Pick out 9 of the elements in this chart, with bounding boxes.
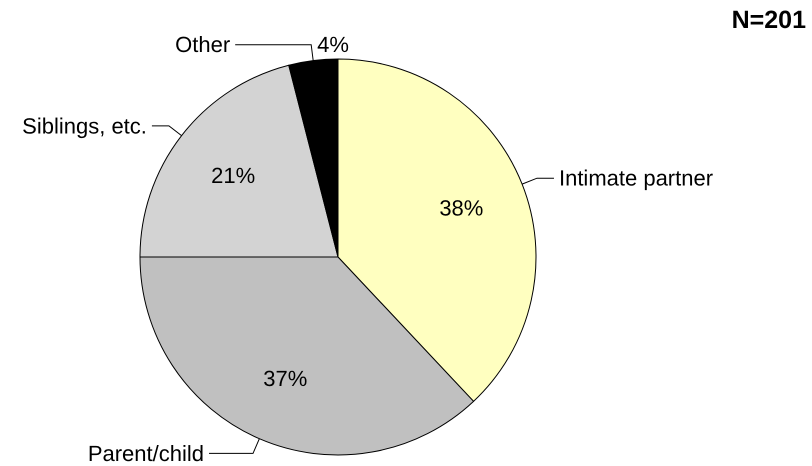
data-label: 38% — [439, 196, 484, 221]
slice-label: Parent/child — [88, 440, 204, 466]
data-label: 4% — [317, 32, 349, 58]
slice-label: Siblings, etc. — [22, 113, 147, 138]
slice-label: Intimate partner — [558, 166, 714, 191]
text: N=201 — [732, 6, 806, 34]
data-label: 37% — [263, 366, 308, 392]
slice-label: Other — [175, 32, 230, 58]
data-label: 21% — [211, 163, 256, 188]
